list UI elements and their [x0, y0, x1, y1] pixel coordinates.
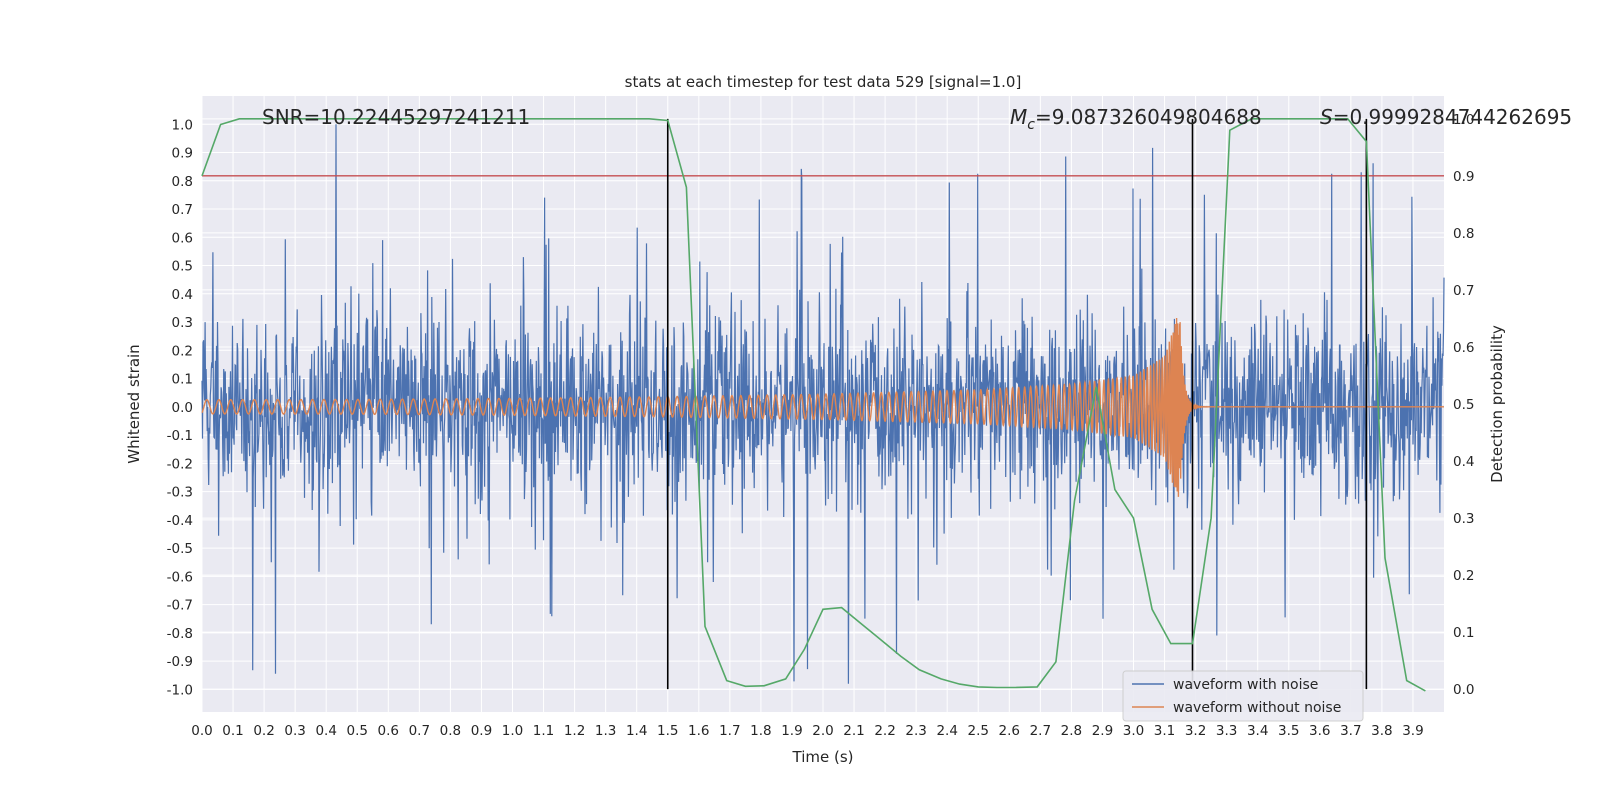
s-annotation: S=0.9999284744262695 [1320, 105, 1572, 129]
mc-annotation: Mc=9.087326049804688 [1010, 105, 1262, 133]
x-tick-label: 3.2 [1185, 723, 1206, 739]
x-tick-label: 0.9 [471, 723, 492, 739]
legend-box [1122, 670, 1364, 722]
y-tick-label: -1.0 [167, 682, 193, 698]
x-tick-label: 2.7 [1030, 723, 1051, 739]
legend-label-noise: waveform with noise [1173, 677, 1318, 693]
y2-tick-label: 0.2 [1453, 568, 1474, 584]
y2-tick-label: 1.0 [1453, 112, 1474, 128]
x-tick-label: 2.5 [968, 723, 989, 739]
y-tick-label: 0.1 [172, 372, 193, 388]
x-axis-ticks: 0.0 0.1 0.2 0.3 0.4 0.5 0.6 0.7 0.8 0.9 1.0 1.1 1.2 1… [191, 723, 1423, 739]
y2-tick-label: 0.1 [1453, 625, 1474, 641]
y2-axis-label: Detection probability [1488, 325, 1506, 483]
plot-area [201, 118, 1445, 692]
x-tick-label: 0.6 [378, 723, 399, 739]
x-tick-label: 3.6 [1309, 723, 1330, 739]
y2-tick-label: 0.9 [1453, 169, 1474, 185]
x-tick-label: 1.4 [626, 723, 647, 739]
series-noisy-waveform [201, 124, 1445, 684]
x-axis-label: Time (s) [792, 748, 854, 766]
y-tick-label: 0.0 [172, 400, 193, 416]
x-tick-label: 3.3 [1216, 723, 1237, 739]
y-tick-label: 0.7 [172, 202, 193, 218]
x-tick-label: 3.7 [1340, 723, 1361, 739]
x-tick-label: 0.2 [253, 723, 274, 739]
y-tick-label: -0.6 [167, 569, 193, 585]
x-tick-label: 0.4 [315, 723, 336, 739]
y-tick-label: -0.8 [167, 626, 193, 642]
x-tick-label: 0.7 [409, 723, 430, 739]
y-tick-label: 0.4 [172, 287, 193, 303]
x-tick-label: 3.5 [1278, 723, 1299, 739]
chart-title: stats at each timestep for test data 529… [625, 73, 1022, 91]
x-tick-label: 1.7 [719, 723, 740, 739]
y-tick-label: 0.2 [172, 343, 193, 359]
snr-annotation: SNR=10.22445297241211 [262, 105, 530, 129]
legend-label-clean: waveform without noise [1173, 700, 1341, 716]
y-tick-label: -0.4 [167, 513, 193, 529]
x-tick-label: 2.1 [843, 723, 864, 739]
y-tick-label: -0.7 [167, 598, 193, 614]
x-tick-label: 1.5 [657, 723, 678, 739]
y2-tick-label: 0.0 [1453, 682, 1474, 698]
y2-tick-label: 0.5 [1453, 397, 1474, 413]
x-tick-label: 0.3 [284, 723, 305, 739]
y-axis-label: Whitened strain [125, 344, 143, 463]
x-tick-label: 1.9 [781, 723, 802, 739]
y2-tick-label: 0.8 [1453, 226, 1474, 242]
x-tick-label: 3.8 [1371, 723, 1392, 739]
x-tick-label: 0.0 [191, 723, 212, 739]
x-tick-label: 2.8 [1061, 723, 1082, 739]
x-tick-label: 0.1 [222, 723, 243, 739]
x-tick-label: 1.2 [564, 723, 585, 739]
x-tick-label: 2.6 [999, 723, 1020, 739]
series-detection-probability [201, 118, 1426, 692]
x-tick-label: 2.0 [812, 723, 833, 739]
y-tick-label: -0.1 [167, 428, 193, 444]
y-tick-label: -0.5 [167, 541, 193, 557]
y-tick-label: -0.9 [167, 654, 193, 670]
x-tick-label: 3.9 [1402, 723, 1423, 739]
y-tick-label: 0.9 [172, 146, 193, 162]
x-tick-label: 2.3 [905, 723, 926, 739]
x-tick-label: 2.2 [874, 723, 895, 739]
y2-tick-label: 0.7 [1453, 283, 1474, 299]
legend: waveform with noise waveform without noi… [1122, 670, 1364, 722]
y-tick-label: -0.2 [167, 456, 193, 472]
y-tick-label: 1.0 [172, 117, 193, 133]
x-tick-label: 1.0 [502, 723, 523, 739]
y-axis-ticks: -1.0 -0.9 -0.8 -0.7 -0.6 -0.5 -0.4 -0.3 -0.2 -0.1… [167, 117, 193, 698]
y-tick-label: 0.8 [172, 174, 193, 190]
y2-tick-label: 0.3 [1453, 511, 1474, 527]
x-tick-label: 3.4 [1247, 723, 1268, 739]
x-tick-label: 0.8 [440, 723, 461, 739]
y-tick-label: 0.6 [172, 230, 193, 246]
x-tick-label: 1.1 [533, 723, 554, 739]
x-tick-label: 3.1 [1154, 723, 1175, 739]
x-tick-label: 2.9 [1092, 723, 1113, 739]
y2-tick-label: 0.6 [1453, 340, 1474, 356]
y2-tick-label: 0.4 [1453, 454, 1474, 470]
x-tick-label: 0.5 [347, 723, 368, 739]
y2-axis-ticks: 0.0 0.1 0.2 0.3 0.4 0.5 0.6 0.7 0.8 0.9 1.0 [1453, 112, 1474, 698]
x-tick-label: 3.0 [1123, 723, 1144, 739]
y-tick-label: 0.5 [172, 259, 193, 275]
y-tick-label: -0.3 [167, 485, 193, 501]
x-tick-label: 1.8 [750, 723, 771, 739]
series-clean-waveform [201, 317, 1444, 497]
y-tick-label: 0.3 [172, 315, 193, 331]
x-tick-label: 1.6 [688, 723, 709, 739]
x-tick-label: 1.3 [595, 723, 616, 739]
x-tick-label: 2.4 [936, 723, 957, 739]
